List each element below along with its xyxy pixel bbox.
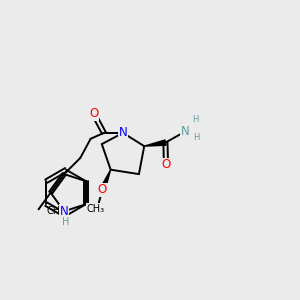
Text: H: H: [192, 115, 198, 124]
Text: N: N: [60, 205, 68, 218]
Polygon shape: [100, 170, 111, 191]
Text: O: O: [161, 158, 171, 171]
Text: N: N: [181, 125, 190, 138]
Text: CH₃: CH₃: [47, 206, 65, 216]
Text: O: O: [98, 183, 107, 196]
Text: O: O: [89, 107, 98, 120]
Text: H: H: [194, 134, 200, 142]
Text: H: H: [62, 218, 69, 227]
Text: CH₃: CH₃: [87, 204, 105, 214]
Text: N: N: [118, 126, 127, 140]
Polygon shape: [144, 140, 166, 146]
